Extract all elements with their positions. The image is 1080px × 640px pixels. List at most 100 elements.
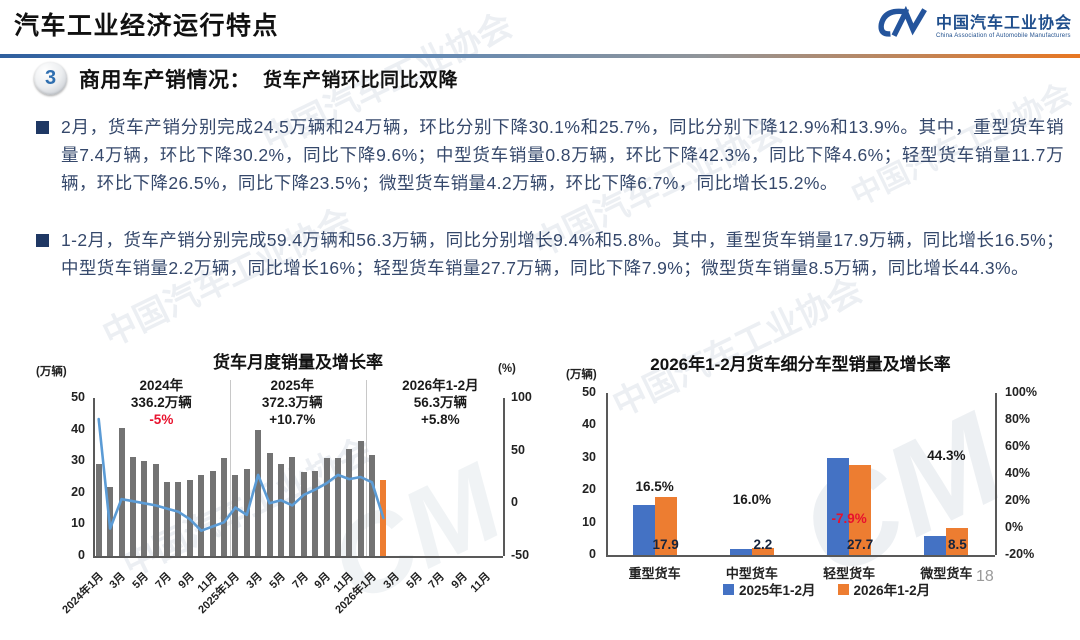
sales-bar: [129, 456, 136, 556]
year-summary-annotation: 2024年 336.2万辆 -5%: [91, 377, 231, 428]
segment-sales-chart: 2026年1-2月货车细分车型销量及增长率 (万辆) 0 10 20 30 40 50 -20%…: [558, 346, 1068, 607]
right-axis-tick: 100%: [1005, 385, 1037, 399]
left-axis-tick: 10: [582, 514, 596, 529]
caam-name-cn: 中国汽车工业协会: [935, 15, 1072, 32]
sales-bar: [380, 480, 387, 556]
bar-2025: [827, 457, 850, 555]
chart-title: 2026年1-2月货车细分车型销量及增长率: [650, 355, 951, 374]
bullet-text-february: 2月，货车产销分别完成24.5万辆和24万辆，环比分别下降30.1%和25.7%…: [61, 117, 1064, 193]
left-axis-tick: 0: [78, 548, 85, 562]
legend-swatch: [723, 583, 734, 595]
left-axis-tick: 20: [71, 484, 85, 499]
sales-bar: [186, 480, 193, 556]
sales-bar: [346, 448, 353, 556]
right-axis-tick: 0: [511, 495, 518, 510]
left-axis-tick: 10: [71, 516, 85, 531]
caam-name-en: China Association of Automobile Manufact…: [935, 33, 1071, 39]
left-axis-tick: 40: [582, 417, 596, 432]
caam-cm-mark-icon: [878, 5, 927, 37]
sales-bar: [357, 440, 364, 556]
annotation-line: 336.2万辆: [130, 395, 192, 410]
right-axis-tick: -20%: [1005, 547, 1035, 561]
right-axis-tick: 40%: [1005, 466, 1031, 480]
annotation-line: 2024年: [139, 378, 184, 393]
secondary-y-axis: [503, 398, 505, 556]
annotation-line: 56.3万辆: [413, 395, 467, 410]
section-title: 商用车产销情况：: [79, 68, 251, 92]
legend-item: 2025年1-2月: [723, 579, 816, 599]
bullet-item: 1-2月，货车产销分别完成59.4万辆和56.3万辆，同比分别增长9.4%和5.…: [36, 226, 1064, 282]
bar-2025: [632, 505, 655, 555]
sales-bar: [300, 472, 307, 556]
bullet-text-jan-feb: 1-2月，货车产销分别完成59.4万辆和56.3万辆，同比分别增长9.4%和5.…: [61, 230, 1064, 278]
category-label: 轻型货车: [823, 566, 876, 581]
y-axis: [93, 398, 95, 556]
annotation-line: 372.3万辆: [261, 395, 323, 410]
sales-bar: [243, 469, 250, 556]
bar-2026: [654, 497, 677, 555]
header-divider: [0, 54, 1080, 58]
bar-value-label: 2.2: [753, 537, 773, 552]
left-axis-tick: 30: [582, 449, 596, 464]
year-summary-annotation: 2026年1-2月 56.3万辆 +5.8%: [370, 377, 510, 428]
section-number-badge: 3: [34, 62, 67, 95]
right-axis-tick: 50: [511, 442, 525, 457]
right-axis-tick: 0%: [1005, 520, 1024, 534]
left-axis-tick: 40: [71, 421, 85, 436]
legend-item: 2026年1-2月: [837, 579, 930, 599]
bullet-item: 2月，货车产销分别完成24.5万辆和24万辆，环比分别下降30.1%和25.7%…: [36, 113, 1064, 197]
x-axis: [606, 555, 995, 557]
growth-rate-label: 44.3%: [927, 448, 966, 464]
year-summary-annotation: 2025年 372.3万辆 +10.7%: [222, 377, 362, 428]
category-label: 中型货车: [725, 566, 778, 581]
growth-rate-label: 16.5%: [635, 478, 674, 494]
annotation-line: +10.7%: [269, 412, 316, 427]
right-axis-tick: 20%: [1005, 493, 1031, 507]
y-axis: [606, 393, 608, 555]
left-axis-tick: 50: [71, 390, 85, 404]
year-separator: [366, 380, 368, 556]
annotation-line: -5%: [149, 412, 174, 427]
annotation-line: +5.8%: [421, 412, 460, 427]
sales-bar: [255, 429, 262, 556]
bar-value-label: 27.7: [846, 537, 874, 552]
left-axis-unit: (万辆): [36, 366, 67, 378]
left-axis-tick: 20: [582, 482, 596, 497]
right-axis-tick: 100: [511, 390, 532, 404]
sales-bar: [312, 470, 319, 556]
monthly-sales-chart: 货车月度销量及增长率 (万辆) (%) 0 10 20 30 40 50 -50 0 50 100 202…: [30, 346, 538, 616]
left-axis-tick: 0: [589, 547, 596, 561]
sales-bar: [221, 458, 227, 556]
page-number: 18: [976, 568, 994, 585]
bar-2026: [946, 527, 969, 555]
sales-bar: [118, 428, 125, 556]
sales-bar: [232, 475, 239, 556]
category-label: 重型货车: [628, 566, 681, 581]
legend-label: 2025年1-2月: [739, 583, 816, 598]
sales-bar: [277, 464, 284, 556]
bar-value-label: 8.5: [947, 537, 967, 552]
legend-swatch: [837, 583, 849, 595]
left-axis-tick: 50: [582, 385, 596, 399]
right-axis-tick: 80%: [1005, 412, 1031, 426]
growth-rate-label: 16.0%: [732, 491, 772, 507]
sales-bar: [164, 481, 170, 556]
sales-bar: [95, 464, 102, 556]
body-text: 2月，货车产销分别完成24.5万辆和24万辆，环比分别下降30.1%和25.7%…: [36, 113, 1064, 311]
x-axis: [93, 556, 503, 558]
sales-bar: [107, 486, 114, 556]
right-axis-tick: 60%: [1005, 439, 1031, 453]
bar-2026: [849, 465, 872, 555]
sales-bar: [323, 458, 330, 556]
bar-value-label: 17.9: [652, 537, 679, 552]
page-title: 汽车工业经济运行特点: [14, 12, 280, 40]
bar-2026: [751, 547, 774, 555]
section-heading: 3 商用车产销情况： 货车产销环比同比双降: [34, 62, 458, 95]
sales-bar: [198, 475, 205, 556]
category-label: 微型货车: [920, 566, 973, 581]
chart-legend: 2025年1-2月 2026年1-2月: [723, 579, 930, 599]
sales-bar: [369, 454, 375, 556]
sales-bar: [175, 481, 182, 556]
annotation-line: 2025年: [270, 378, 315, 393]
right-axis-tick: -50: [511, 548, 530, 562]
